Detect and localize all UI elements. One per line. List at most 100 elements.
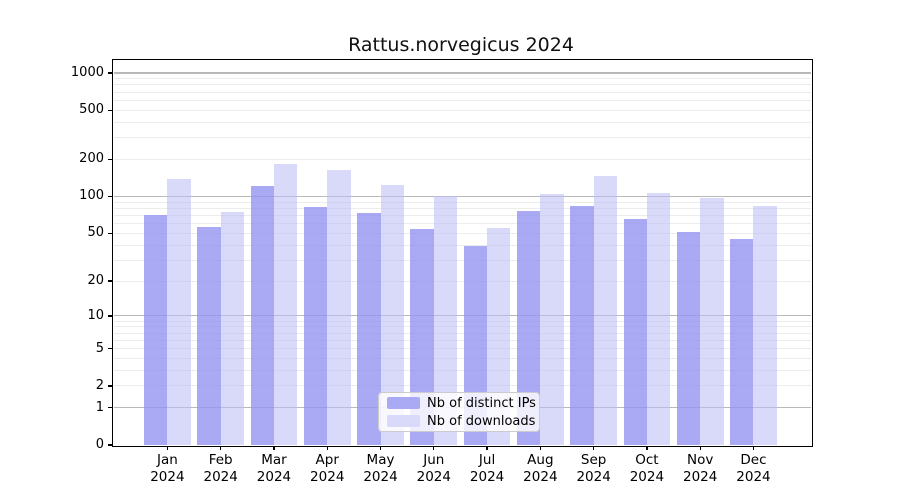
gridline-minor [114, 320, 811, 322]
x-axis-tick [166, 445, 169, 451]
y-axis-tick [108, 109, 113, 111]
gridline-major [114, 72, 811, 74]
x-axis-tick [379, 445, 382, 451]
x-axis-tick-label: Jul 2024 [469, 452, 505, 485]
y-axis-tick-label: 5 [95, 340, 104, 356]
gridline-minor [114, 339, 811, 341]
gridline-major [114, 195, 811, 198]
bar-distinct-ips-nov [676, 232, 701, 445]
x-axis-tick-label: Nov 2024 [683, 452, 718, 485]
bar-downloads-may [380, 185, 404, 445]
legend-entry-downloads: Nb of downloads [387, 414, 535, 429]
x-axis-tick-label: Dec 2024 [736, 452, 771, 485]
x-axis-tick [273, 445, 275, 451]
gridline-minor [114, 207, 811, 209]
bar-downloads-feb [220, 212, 245, 445]
y-axis-tick [108, 158, 113, 161]
gridline-minor [114, 84, 811, 86]
legend-entry-distinct-ips: Nb of distinct IPs [387, 396, 536, 411]
bar-downloads-apr [327, 170, 351, 445]
x-axis-tick [433, 445, 435, 451]
bar-downloads-jun [433, 196, 458, 445]
legend-swatch-distinct-ips [387, 397, 420, 409]
bar-distinct-ips-sep [570, 205, 594, 445]
x-axis-tick-label: Sep 2024 [576, 452, 611, 485]
gridline-minor [114, 369, 811, 371]
y-axis-tick [108, 315, 113, 317]
y-axis-tick-label: 10 [87, 307, 104, 323]
bar-downloads-aug [540, 193, 564, 445]
y-axis-tick [108, 72, 113, 74]
gridline-minor [114, 280, 811, 282]
x-axis-tick [752, 445, 755, 451]
gridline-minor [114, 78, 811, 80]
x-axis-tick-label: Jun 2024 [416, 452, 451, 485]
y-axis-tick [108, 385, 113, 387]
bar-distinct-ips-oct [623, 219, 647, 445]
y-axis-tick-label: 1 [95, 399, 104, 415]
y-axis-tick [108, 406, 113, 409]
x-axis-tick [486, 445, 488, 451]
gridline-minor [114, 99, 811, 101]
gridline-minor [114, 332, 811, 334]
gridline-minor [114, 137, 811, 139]
bar-downloads-jan [167, 178, 191, 445]
bar-distinct-ips-jun [410, 229, 434, 445]
y-axis-tick-label: 200 [79, 151, 104, 167]
x-axis-tick-label: Feb 2024 [203, 452, 238, 485]
bar-distinct-ips-apr [303, 207, 328, 445]
bar-downloads-nov [700, 198, 724, 445]
gridline-minor [114, 348, 811, 349]
gridline-minor [114, 201, 811, 203]
y-axis-tick [108, 444, 113, 446]
gridline-major [114, 315, 811, 317]
legend-label-distinct-ips: Nb of distinct IPs [427, 395, 536, 411]
x-axis-tick-label: Oct 2024 [629, 452, 665, 485]
gridline-minor [114, 158, 811, 160]
gridline-minor [114, 244, 811, 246]
y-axis-tick [108, 280, 113, 282]
bar-distinct-ips-may [357, 213, 381, 445]
gridline-minor [114, 223, 811, 225]
x-axis-tick [646, 445, 648, 451]
x-axis-tick-label: Jan 2024 [150, 452, 185, 485]
gridline-minor [114, 232, 811, 234]
bar-downloads-dec [753, 205, 777, 445]
bar-downloads-jul [487, 228, 511, 445]
bar-distinct-ips-feb [197, 227, 221, 445]
bar-downloads-sep [593, 175, 618, 445]
gridline-minor [114, 214, 811, 216]
y-axis-tick [108, 347, 113, 350]
bar-downloads-oct [646, 192, 671, 445]
bar-distinct-ips-mar [250, 186, 274, 445]
gridline-minor [114, 91, 811, 93]
y-axis-tick-label: 1000 [70, 64, 104, 80]
gridline-minor [114, 109, 811, 111]
bar-distinct-ips-aug [516, 211, 541, 445]
y-axis-tick-label: 50 [87, 225, 104, 241]
x-axis-tick [699, 445, 701, 451]
bar-distinct-ips-dec [730, 238, 754, 445]
y-axis-tick-label: 500 [79, 102, 104, 118]
gridline-minor [114, 259, 811, 261]
x-axis-tick [326, 445, 328, 451]
y-axis-tick [108, 232, 113, 234]
x-axis-tick-label: May 2024 [363, 452, 398, 485]
gridline-minor [114, 326, 811, 328]
legend-swatch-downloads [387, 415, 420, 427]
x-axis-tick-label: Apr 2024 [310, 452, 345, 485]
y-axis-tick-label: 2 [95, 377, 104, 393]
x-axis-tick [219, 445, 222, 451]
bar-distinct-ips-jan [144, 215, 168, 445]
x-axis-tick-label: Mar 2024 [256, 452, 292, 485]
y-axis-tick-label: 100 [79, 188, 104, 204]
gridline-minor [114, 121, 811, 123]
x-axis-tick-label: Aug 2024 [523, 452, 558, 485]
gridline-minor [114, 385, 811, 387]
gridline-minor [114, 357, 811, 359]
legend: Nb of distinct IPs Nb of downloads [378, 392, 540, 432]
y-axis-tick [108, 195, 113, 198]
legend-label-downloads: Nb of downloads [427, 413, 536, 429]
y-axis-tick-label: 20 [87, 273, 104, 289]
